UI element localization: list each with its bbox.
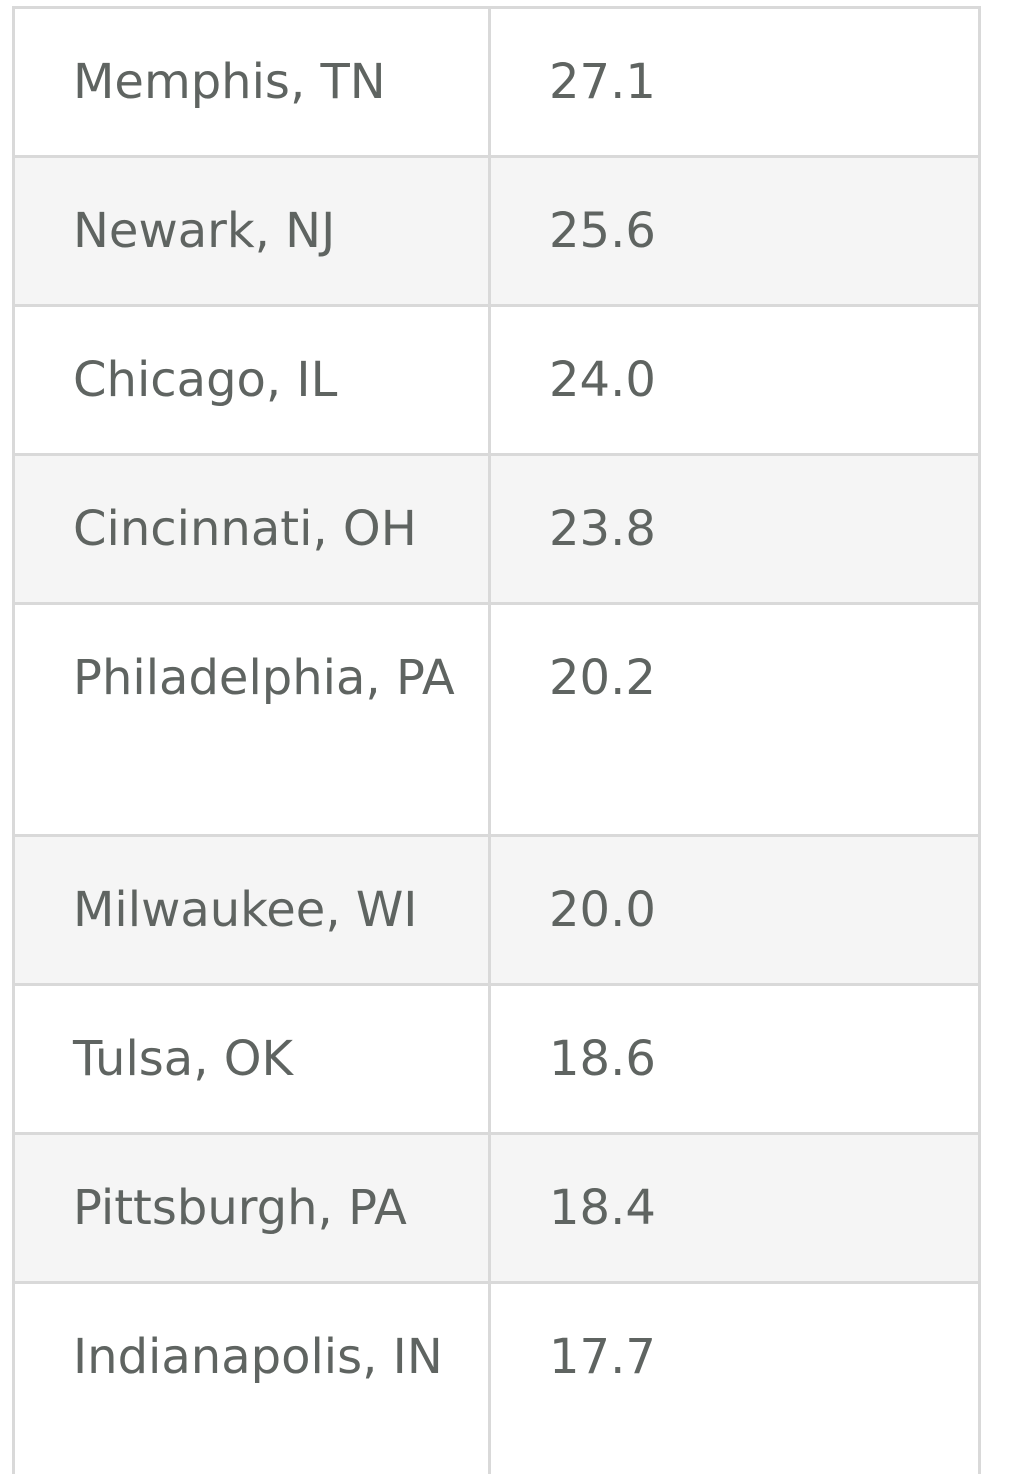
table-row: Indianapolis, IN 17.7 xyxy=(12,1281,981,1474)
city-cell: Newark, NJ xyxy=(12,155,491,307)
value-cell: 18.6 xyxy=(488,983,981,1135)
value-cell: 18.4 xyxy=(488,1132,981,1284)
city-rate-table: Memphis, TN 27.1 Newark, NJ 25.6 Chicago… xyxy=(12,6,981,1474)
table-row: Tulsa, OK 18.6 xyxy=(12,983,981,1135)
city-cell: Indianapolis, IN xyxy=(12,1281,491,1474)
value-cell: 24.0 xyxy=(488,304,981,456)
city-cell: Cincinnati, OH xyxy=(12,453,491,605)
city-cell: Tulsa, OK xyxy=(12,983,491,1135)
table-row: Chicago, IL 24.0 xyxy=(12,304,981,456)
table-row: Pittsburgh, PA 18.4 xyxy=(12,1132,981,1284)
table-row: Newark, NJ 25.6 xyxy=(12,155,981,307)
value-cell: 25.6 xyxy=(488,155,981,307)
table-row: Memphis, TN 27.1 xyxy=(12,6,981,158)
table-row: Cincinnati, OH 23.8 xyxy=(12,453,981,605)
value-cell: 17.7 xyxy=(488,1281,981,1474)
table-row: Philadelphia, PA 20.2 xyxy=(12,602,981,837)
city-cell: Chicago, IL xyxy=(12,304,491,456)
value-cell: 20.0 xyxy=(488,834,981,986)
table-row: Milwaukee, WI 20.0 xyxy=(12,834,981,986)
value-cell: 23.8 xyxy=(488,453,981,605)
city-cell: Philadelphia, PA xyxy=(12,602,491,837)
city-cell: Pittsburgh, PA xyxy=(12,1132,491,1284)
value-cell: 27.1 xyxy=(488,6,981,158)
table-container: Memphis, TN 27.1 Newark, NJ 25.6 Chicago… xyxy=(12,6,981,1474)
value-cell: 20.2 xyxy=(488,602,981,837)
city-cell: Milwaukee, WI xyxy=(12,834,491,986)
city-cell: Memphis, TN xyxy=(12,6,491,158)
